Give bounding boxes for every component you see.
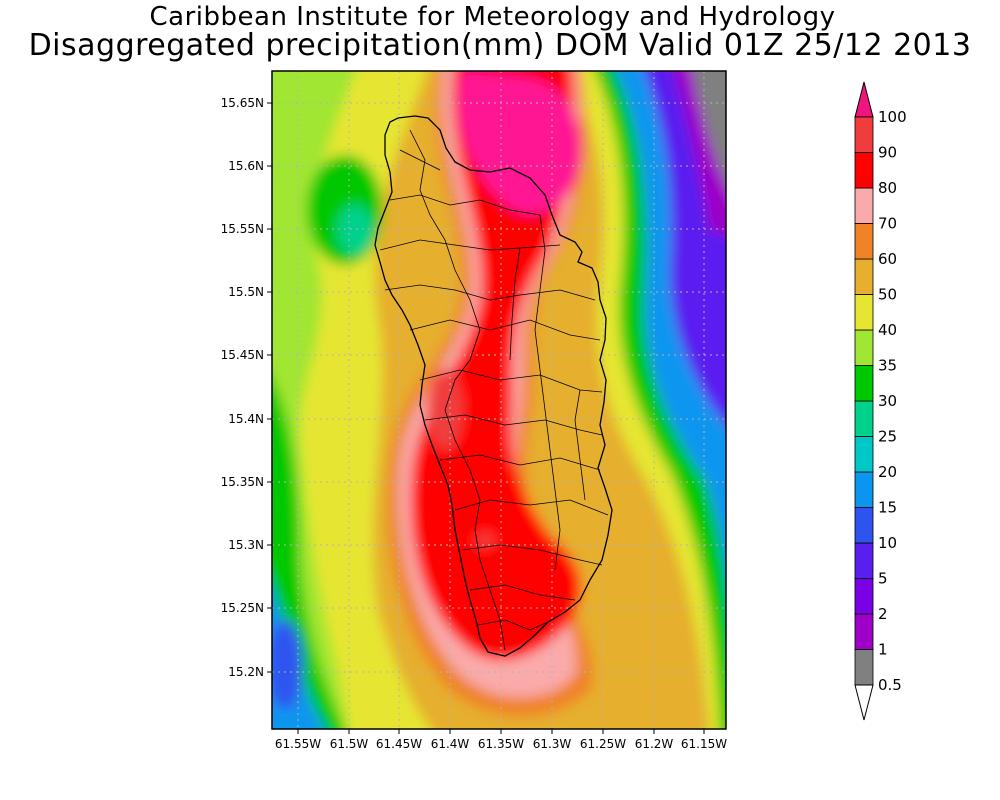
x-tick-label: 61.55W (275, 737, 321, 751)
colorbar-level-label: 100 (878, 108, 907, 126)
chart-subtitle: Disaggregated precipitation(mm) DOM Vali… (28, 28, 972, 63)
colorbar-swatch (854, 294, 874, 331)
field-cell-25-nw (337, 205, 373, 255)
colorbar-swatch (854, 329, 874, 366)
colorbar-swatch (854, 223, 874, 260)
field-cell-100-north (457, 71, 583, 215)
y-tick-label: 15.4N (228, 412, 264, 426)
colorbar-level-label: 40 (878, 321, 897, 339)
colorbar-swatch (854, 116, 874, 153)
colorbar-swatch (854, 649, 874, 686)
colorbar-swatch (854, 578, 874, 615)
plot-frame (271, 70, 727, 730)
colorbar-level-label: 50 (878, 286, 897, 304)
y-tick-label: 15.3N (228, 538, 264, 552)
colorbar-level-label: 10 (878, 534, 897, 552)
x-tick-label: 61.15W (681, 737, 727, 751)
map-gridlines (272, 71, 726, 729)
colorbar-level-label: 30 (878, 392, 897, 410)
colorbar-level-label: 90 (878, 144, 897, 162)
x-tick-label: 61.45W (376, 737, 422, 751)
colorbar-level-label: 80 (878, 179, 897, 197)
precipitation-field (272, 71, 726, 729)
colorbar-swatch (854, 613, 874, 650)
y-tick-label: 15.25N (221, 601, 264, 615)
colorbar-level-label: 70 (878, 215, 897, 233)
colorbar-swatch (854, 152, 874, 189)
x-tick-label: 61.25W (580, 737, 626, 751)
colorbar-swatch (854, 187, 874, 224)
colorbar-level-label: 2 (878, 605, 888, 623)
colorbar-under-triangle (854, 684, 874, 721)
x-tick-label: 61.5W (330, 737, 369, 751)
colorbar-level-label: 0.5 (878, 676, 902, 694)
colorbar-swatch (854, 365, 874, 402)
x-tick-label: 61.35W (478, 737, 524, 751)
colorbar-over-triangle (854, 81, 874, 118)
y-tick-label: 15.65N (221, 96, 264, 110)
field-cell-90-south (475, 532, 495, 548)
y-tick-label: 15.2N (228, 665, 264, 679)
colorbar-swatch (854, 471, 874, 508)
colorbar-swatch (854, 258, 874, 295)
chart-title: Caribbean Institute for Meteorology and … (149, 2, 836, 32)
x-tick-label: 61.2W (635, 737, 674, 751)
colorbar-level-label: 1 (878, 641, 888, 659)
y-tick-label: 15.55N (221, 222, 264, 236)
x-tick-label: 61.3W (533, 737, 572, 751)
colorbar-level-label: 60 (878, 250, 897, 268)
watershed-boundaries (379, 129, 609, 651)
y-tick-label: 15.45N (221, 348, 264, 362)
colorbar-level-label: 5 (878, 570, 888, 588)
colorbar-swatch (854, 542, 874, 579)
colorbar-swatch (854, 436, 874, 473)
colorbar-level-label: 20 (878, 463, 897, 481)
colorbar-level-label: 35 (878, 357, 897, 375)
field-band-1-east (692, 71, 726, 183)
field-cell-10-sw (272, 620, 303, 710)
y-tick-label: 15.35N (221, 475, 264, 489)
colorbar-swatch (854, 507, 874, 544)
y-tick-label: 15.5N (228, 285, 264, 299)
colorbar-swatch (854, 400, 874, 437)
island-coastline (374, 115, 613, 657)
colorbar-level-label: 25 (878, 428, 897, 446)
x-tick-label: 61.4W (431, 737, 470, 751)
colorbar-level-label: 15 (878, 499, 897, 517)
y-tick-label: 15.6N (228, 159, 264, 173)
